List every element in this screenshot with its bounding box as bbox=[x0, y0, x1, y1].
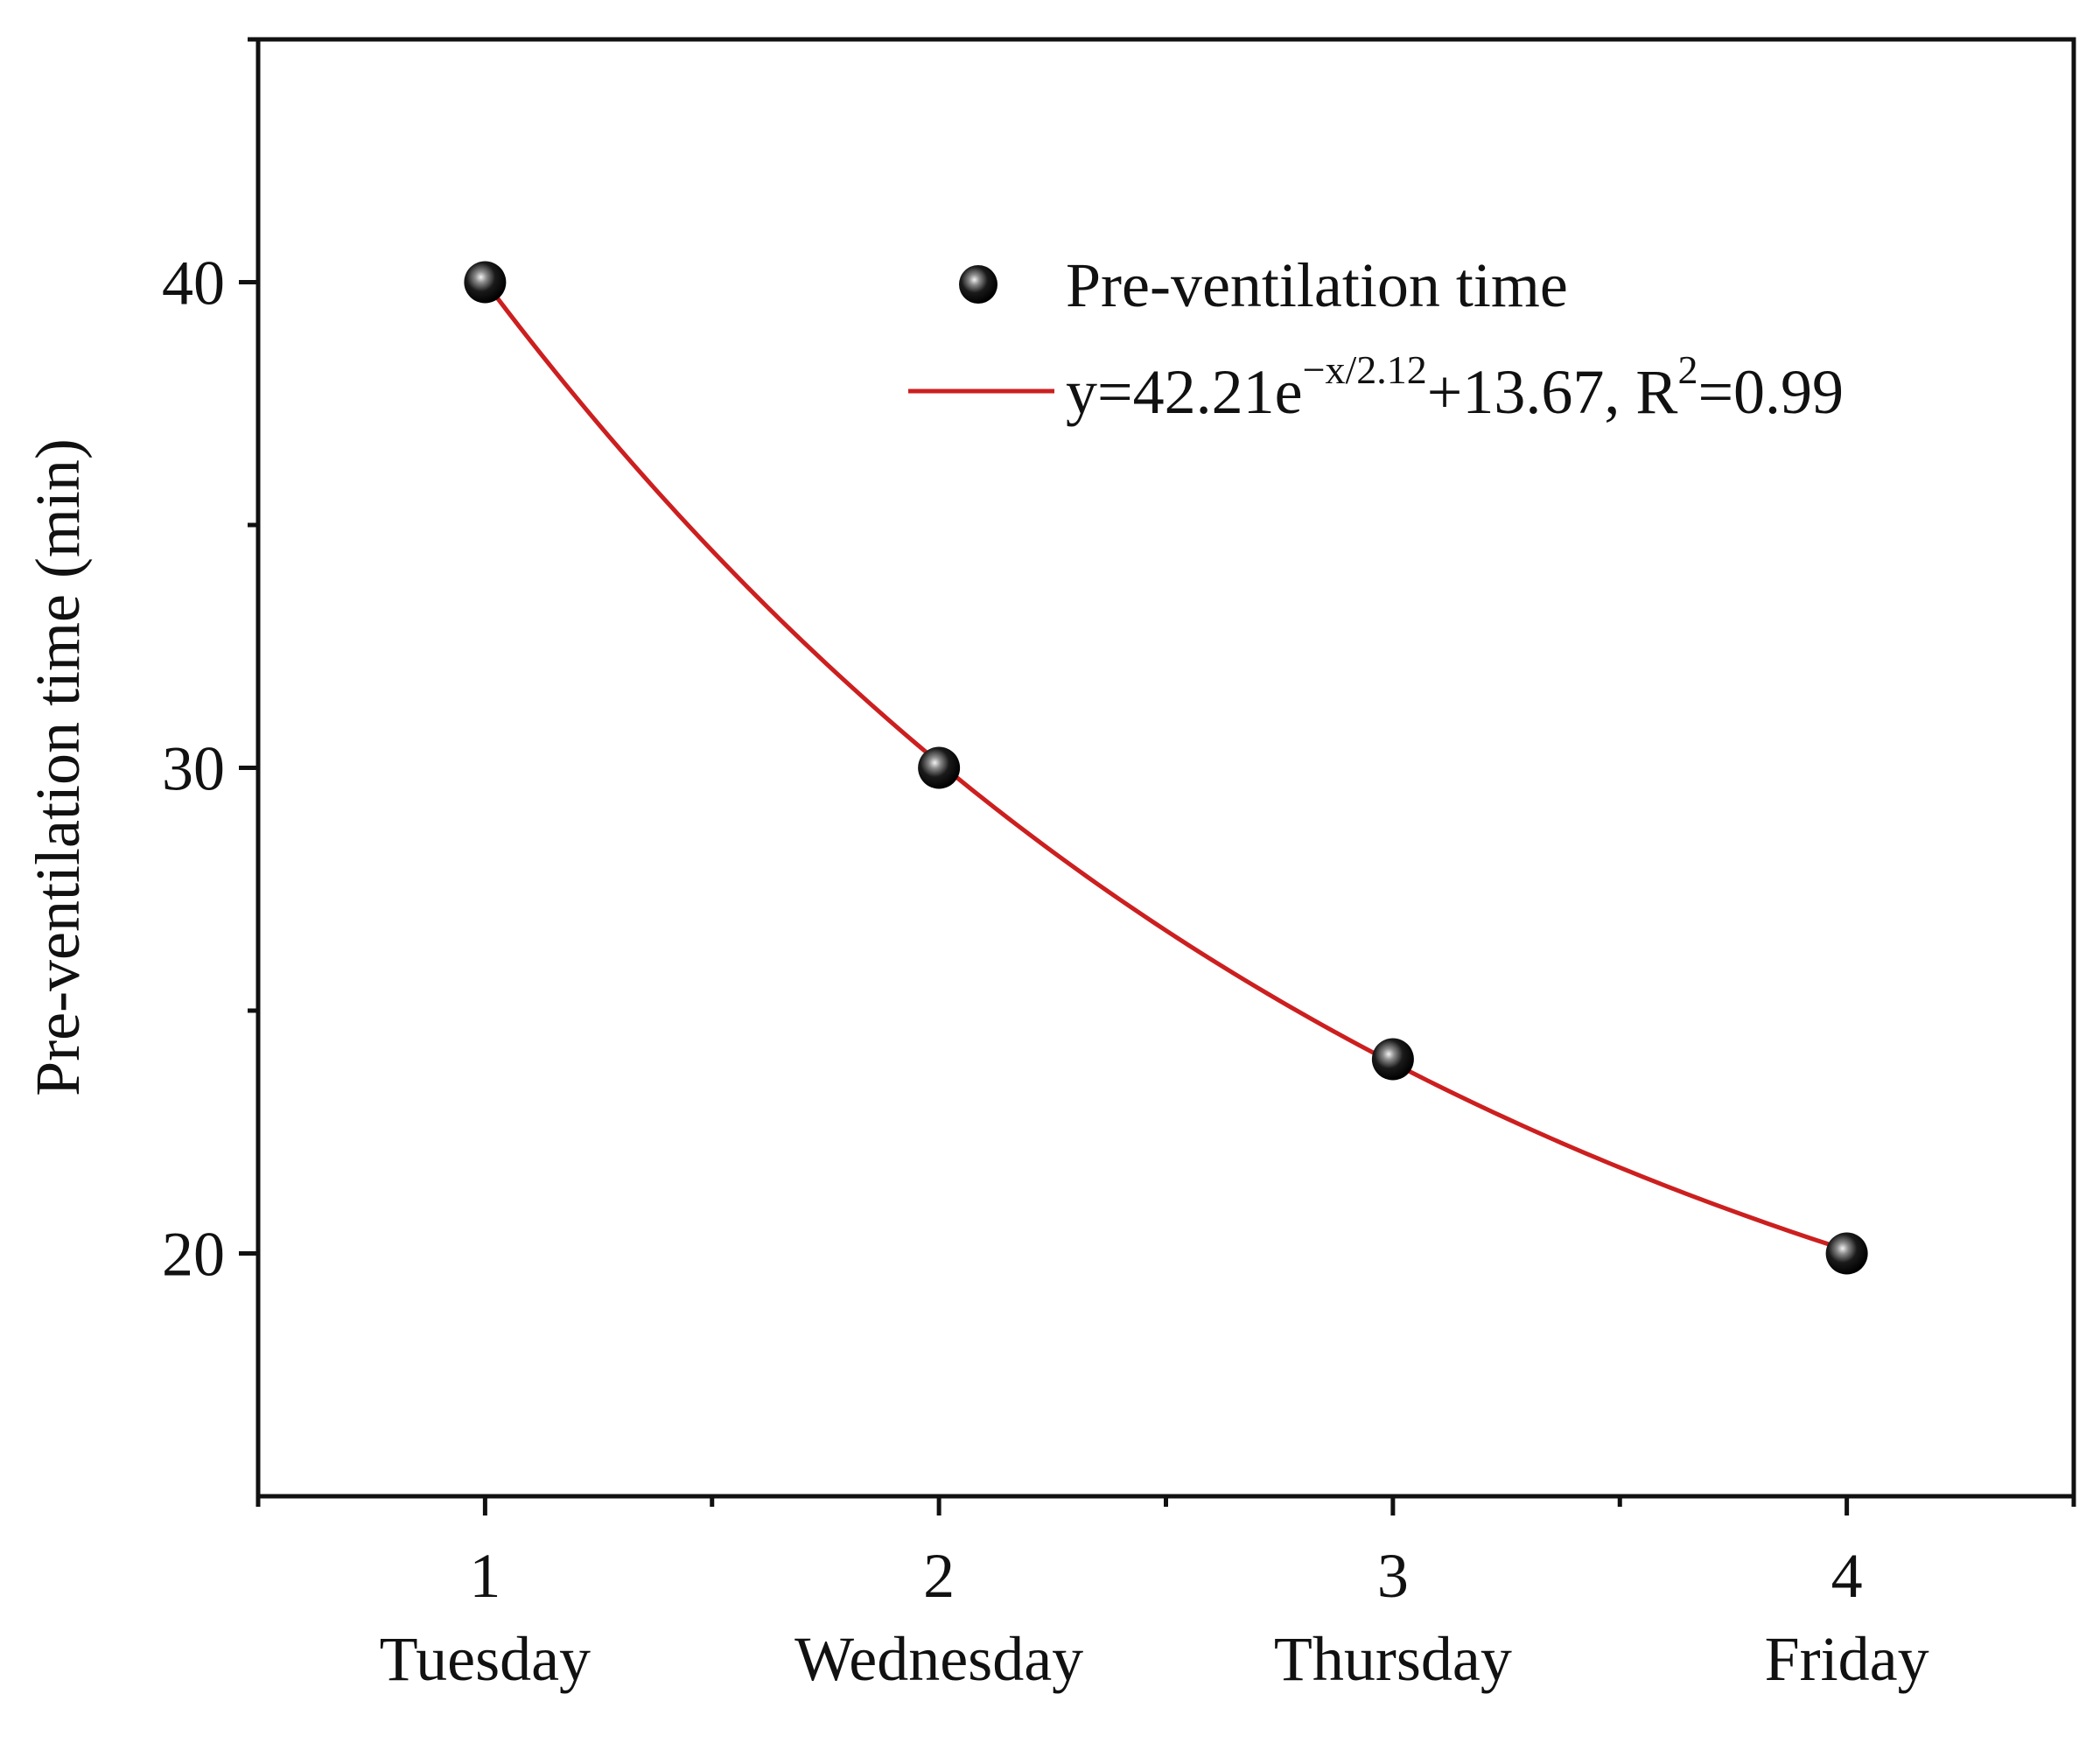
y-axis-ticks: 20 30 40 bbox=[162, 37, 258, 1290]
x-tick-label: 2 bbox=[923, 1541, 955, 1611]
data-point bbox=[918, 746, 961, 789]
y-tick-label: 20 bbox=[162, 1220, 225, 1290]
legend-scatter-marker bbox=[959, 265, 998, 304]
y-tick-label: 30 bbox=[162, 734, 225, 804]
data-point bbox=[1825, 1232, 1868, 1275]
x-tick-label: 4 bbox=[1831, 1541, 1863, 1611]
x-tick-label: 3 bbox=[1377, 1541, 1409, 1611]
data-point bbox=[1371, 1038, 1414, 1081]
legend-scatter-label: Pre-ventilation time bbox=[1066, 250, 1568, 320]
y-tick-label: 40 bbox=[162, 248, 225, 318]
data-point bbox=[464, 261, 507, 304]
x-day-label: Friday bbox=[1765, 1624, 1929, 1694]
fit-curve bbox=[483, 280, 1848, 1253]
data-points bbox=[464, 261, 1868, 1275]
legend-fit-label: y=42.21e−x/2.12+13.67, R2=0.99 bbox=[1066, 347, 1844, 427]
legend: Pre-ventilation time y=42.21e−x/2.12+13.… bbox=[908, 250, 1844, 427]
x-day-label: Thursday bbox=[1274, 1624, 1512, 1694]
x-day-label: Tuesday bbox=[380, 1624, 591, 1694]
x-axis-ticks: 1 Tuesday 2 Wednesday 3 Thursday 4 Friday bbox=[256, 1496, 2076, 1694]
x-tick-label: 1 bbox=[469, 1541, 500, 1611]
y-axis-label: Pre-ventilation time (min) bbox=[23, 438, 93, 1096]
x-day-label: Wednesday bbox=[794, 1624, 1083, 1694]
